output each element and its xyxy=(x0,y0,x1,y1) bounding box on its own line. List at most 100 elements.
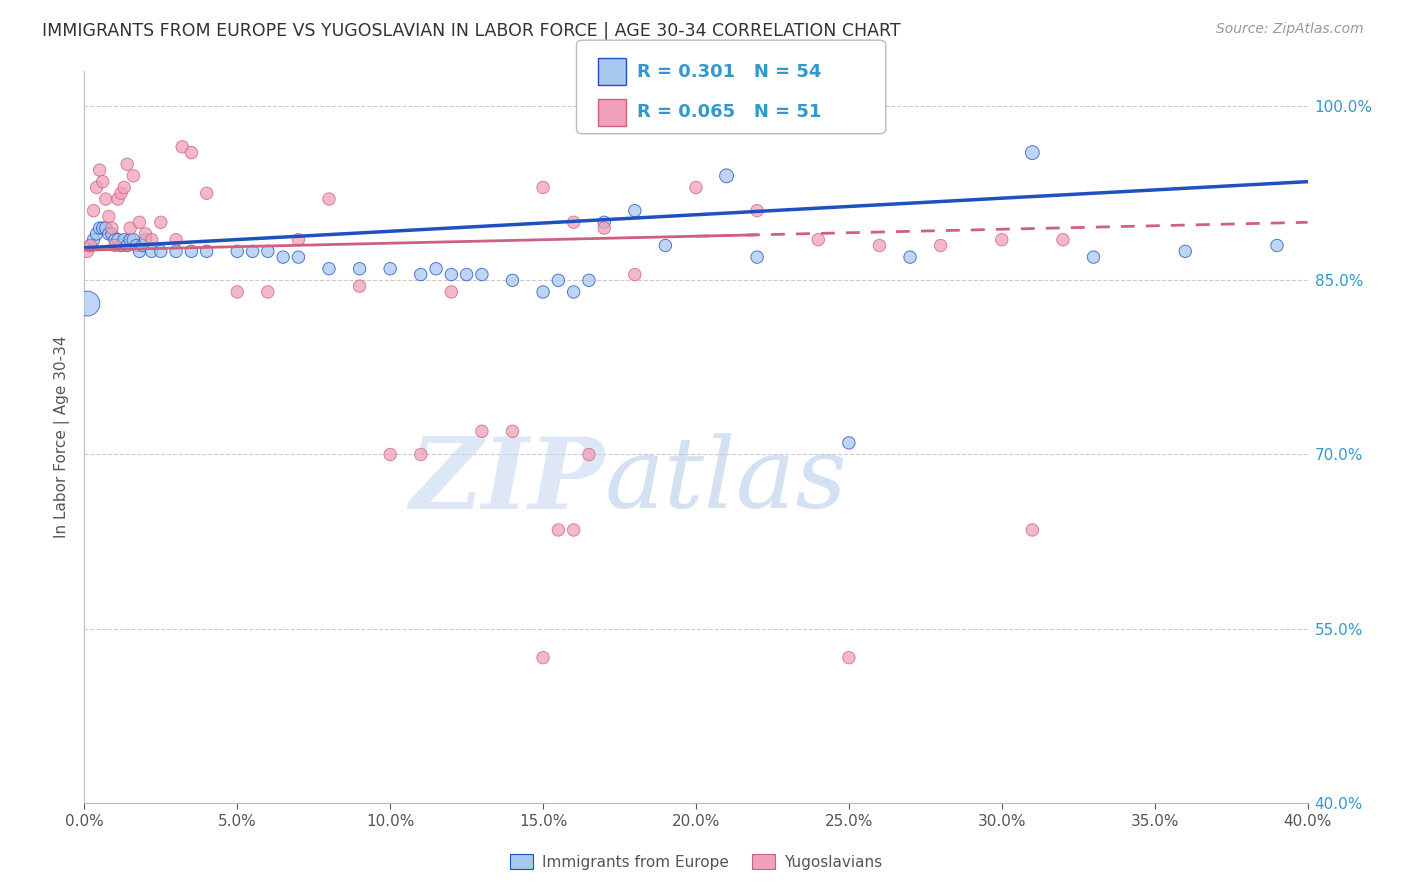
Text: IMMIGRANTS FROM EUROPE VS YUGOSLAVIAN IN LABOR FORCE | AGE 30-34 CORRELATION CHA: IMMIGRANTS FROM EUROPE VS YUGOSLAVIAN IN… xyxy=(42,22,901,40)
Point xyxy=(349,261,371,276)
Point xyxy=(104,238,127,252)
Point xyxy=(747,250,769,264)
Point xyxy=(86,227,108,241)
Point xyxy=(531,180,554,194)
Point xyxy=(86,180,108,194)
Text: Source: ZipAtlas.com: Source: ZipAtlas.com xyxy=(1216,22,1364,37)
Point xyxy=(747,203,769,218)
Point xyxy=(547,523,569,537)
Point xyxy=(135,227,157,241)
Point xyxy=(593,215,616,229)
Point xyxy=(991,233,1014,247)
Point xyxy=(1052,233,1074,247)
Legend: Immigrants from Europe, Yugoslavians: Immigrants from Europe, Yugoslavians xyxy=(503,847,889,876)
Point xyxy=(112,233,135,247)
Point xyxy=(122,233,145,247)
Point xyxy=(716,169,738,183)
Point xyxy=(195,186,218,201)
Point xyxy=(531,285,554,299)
Point xyxy=(149,215,172,229)
Point xyxy=(929,238,952,252)
Point xyxy=(898,250,921,264)
Point xyxy=(409,268,432,282)
Point xyxy=(547,273,569,287)
Y-axis label: In Labor Force | Age 30-34: In Labor Force | Age 30-34 xyxy=(55,335,70,539)
Text: R = 0.065   N = 51: R = 0.065 N = 51 xyxy=(637,103,821,121)
Point xyxy=(578,448,600,462)
Point xyxy=(149,244,172,259)
Point xyxy=(471,424,494,438)
Point xyxy=(101,221,124,235)
Point xyxy=(94,192,117,206)
Point xyxy=(101,227,124,241)
Point xyxy=(425,261,447,276)
Point xyxy=(89,221,111,235)
Point xyxy=(807,233,830,247)
Point xyxy=(271,250,294,264)
Point xyxy=(654,238,676,252)
Point xyxy=(94,221,117,235)
Point xyxy=(122,169,145,183)
Point xyxy=(531,650,554,665)
Point xyxy=(440,285,463,299)
Point xyxy=(110,186,132,201)
Point xyxy=(91,221,114,235)
Point xyxy=(180,145,202,160)
Point xyxy=(165,244,187,259)
Point xyxy=(287,233,309,247)
Point xyxy=(502,273,524,287)
Point xyxy=(502,424,524,438)
Point xyxy=(128,215,150,229)
Point xyxy=(562,215,585,229)
Point xyxy=(349,279,371,293)
Text: ZIP: ZIP xyxy=(409,433,605,529)
Point xyxy=(1174,244,1197,259)
Point xyxy=(115,157,138,171)
Point xyxy=(91,175,114,189)
Point xyxy=(83,203,105,218)
Point xyxy=(128,244,150,259)
Point xyxy=(165,233,187,247)
Point xyxy=(1021,523,1043,537)
Point xyxy=(97,210,120,224)
Point xyxy=(115,238,138,252)
Point xyxy=(1021,145,1043,160)
Point xyxy=(1265,238,1288,252)
Point xyxy=(104,233,127,247)
Point xyxy=(1083,250,1105,264)
Point xyxy=(226,244,249,259)
Point xyxy=(578,273,600,287)
Point xyxy=(838,436,860,450)
Point xyxy=(562,285,585,299)
Point xyxy=(76,244,98,259)
Point xyxy=(79,238,101,252)
Point xyxy=(89,163,111,178)
Text: atlas: atlas xyxy=(605,434,846,529)
Point xyxy=(380,448,402,462)
Point xyxy=(318,261,340,276)
Point xyxy=(318,192,340,206)
Point xyxy=(562,523,585,537)
Point xyxy=(593,221,616,235)
Point xyxy=(242,244,264,259)
Point xyxy=(685,180,707,194)
Point xyxy=(125,238,148,252)
Point xyxy=(195,244,218,259)
Point xyxy=(135,233,157,247)
Point xyxy=(141,244,163,259)
Point xyxy=(380,261,402,276)
Point xyxy=(172,140,194,154)
Point xyxy=(471,268,494,282)
Point xyxy=(131,238,153,252)
Point xyxy=(83,233,105,247)
Point xyxy=(869,238,891,252)
Point xyxy=(624,203,647,218)
Point xyxy=(440,268,463,282)
Point xyxy=(180,244,202,259)
Text: R = 0.301   N = 54: R = 0.301 N = 54 xyxy=(637,62,821,80)
Point xyxy=(257,244,280,259)
Point xyxy=(112,180,135,194)
Point xyxy=(76,296,98,310)
Point xyxy=(409,448,432,462)
Point xyxy=(120,233,142,247)
